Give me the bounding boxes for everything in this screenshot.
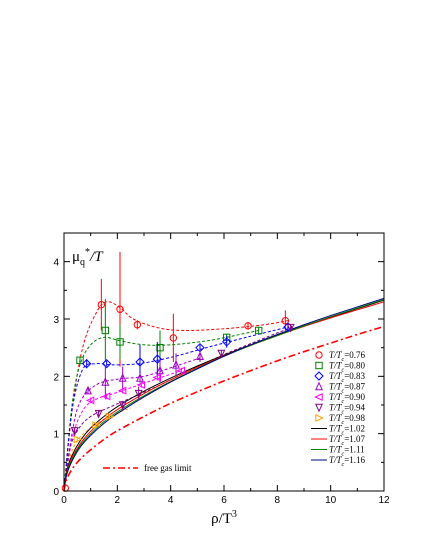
- point-t-t-c-0-87: [196, 351, 204, 360]
- point-t-t-c-0-94: [94, 409, 103, 419]
- x-tick-label: 2: [115, 495, 121, 506]
- y-tick-label: 3: [53, 315, 59, 326]
- point-t-t-c-0-83: [135, 357, 145, 367]
- point-t-t-c-0-90: [117, 386, 127, 395]
- point-t-t-c-0-87: [84, 385, 92, 395]
- point-t-t-c-0-76: [281, 317, 290, 325]
- point-t-t-c-0-83: [221, 337, 232, 347]
- legend-label-t-t-c-1-11: T/Tc=1.11: [329, 445, 365, 458]
- point-t-t-c-0-76: [133, 321, 142, 329]
- legend-label-t-t-c-0-98: T/Tc=0.98: [329, 413, 366, 426]
- point-t-t-c-0-90: [101, 392, 111, 401]
- point-t-t-c-0-76: [116, 305, 124, 313]
- point-t-t-c-0-87: [156, 365, 164, 375]
- point-t-t-c-0-76: [244, 322, 252, 330]
- x-tick-label: 6: [221, 495, 227, 506]
- point-t-t-c-0-76: [169, 334, 178, 342]
- point-t-t-c-0-87: [172, 359, 180, 369]
- point-t-t-c-0-94: [134, 389, 143, 399]
- legend-marker-t-t-c-0-83: [314, 371, 324, 381]
- curve-t-t-c-1-11: [63, 299, 385, 492]
- legend-marker-t-t-c-0-76: [315, 351, 323, 359]
- point-t-t-c-0-83: [101, 359, 112, 369]
- legend-marker-t-t-c-0-94: [315, 403, 323, 413]
- point-t-t-c-0-98: [92, 421, 101, 430]
- point-t-t-c-0-90: [136, 380, 146, 389]
- point-t-t-c-0-94: [118, 401, 127, 410]
- legend-marker-t-t-c-0-87: [315, 381, 323, 391]
- point-t-t-c-0-76: [97, 300, 106, 309]
- point-t-t-c-0-80: [116, 338, 124, 346]
- legend-label-t-t-c-1-02: T/Tc=1.02: [329, 424, 365, 437]
- legend: T/Tc=0.76T/Tc=0.80T/Tc=0.83T/Tc=0.87T/Tc…: [103, 350, 366, 473]
- y-tick-label: 1: [53, 430, 59, 441]
- curve-free-gas-limit: [63, 325, 385, 492]
- legend-label-t-t-c-0-76: T/Tc=0.76: [329, 350, 366, 363]
- point-t-t-c-0-94: [217, 349, 226, 359]
- x-axis-label: ρ/T3: [211, 509, 237, 527]
- x-tick-label: 0: [61, 495, 67, 506]
- legend-label-t-t-c-0-80: T/Tc=0.80: [329, 361, 366, 374]
- point-t-t-c-0-90: [176, 366, 186, 375]
- point-t-t-c-0-80: [76, 356, 84, 364]
- x-tick-label: 10: [325, 495, 337, 506]
- plot-points: [61, 251, 295, 492]
- y-tick-label: 2: [53, 372, 59, 383]
- curve-t-t-c-0-94: [63, 327, 291, 492]
- point-t-t-c-0-87: [118, 373, 127, 382]
- curve-t-t-c-1-16: [63, 297, 385, 492]
- legend-label-free-gas-limit: free gas limit: [144, 463, 192, 473]
- point-t-t-c-0-87: [101, 377, 110, 386]
- y-tick-label: 0: [53, 487, 59, 498]
- legend-label-t-t-c-0-87: T/Tc=0.87: [329, 382, 366, 395]
- point-t-t-c-0-98: [105, 412, 115, 421]
- point-t-t-c-0-80: [101, 326, 110, 335]
- point-t-t-c-0-90: [152, 373, 162, 382]
- point-t-t-c-0-94: [70, 427, 79, 436]
- legend-label-t-t-c-1-16: T/Tc=1.16: [329, 455, 366, 468]
- x-tick-label: 4: [168, 495, 174, 506]
- point-t-t-c-0-83: [81, 359, 92, 369]
- y-tick-label: 4: [53, 258, 59, 269]
- point-t-t-c-0-90: [85, 396, 95, 405]
- legend-label-t-t-c-1-07: T/Tc=1.07: [329, 434, 366, 447]
- point-t-t-c-0-87: [136, 373, 144, 382]
- curve-t-t-c-0-90: [63, 370, 182, 492]
- point-t-t-c-0-80: [254, 326, 263, 335]
- legend-marker-t-t-c-0-90: [314, 393, 323, 401]
- x-tick-label: 8: [275, 495, 281, 506]
- legend-label-t-t-c-0-83: T/Tc=0.83: [329, 371, 366, 384]
- point-t-t-c-0-98: [73, 435, 83, 444]
- point-t-t-c-0-94: [286, 323, 295, 333]
- legend-marker-t-t-c-0-98: [315, 414, 324, 422]
- curve-t-t-c-1-07: [63, 301, 385, 492]
- legend-label-t-t-c-0-94: T/Tc=0.94: [329, 403, 366, 416]
- legend-label-t-t-c-0-90: T/Tc=0.90: [329, 392, 366, 405]
- point-t-t-c-0-83: [152, 354, 163, 364]
- point-t-t-c-0-80: [156, 343, 164, 352]
- legend-marker-t-t-c-0-80: [315, 361, 323, 370]
- curve-t-t-c-0-80: [63, 329, 259, 492]
- y-axis-label: μq*/T: [72, 247, 104, 268]
- x-tick-label: 12: [378, 495, 390, 506]
